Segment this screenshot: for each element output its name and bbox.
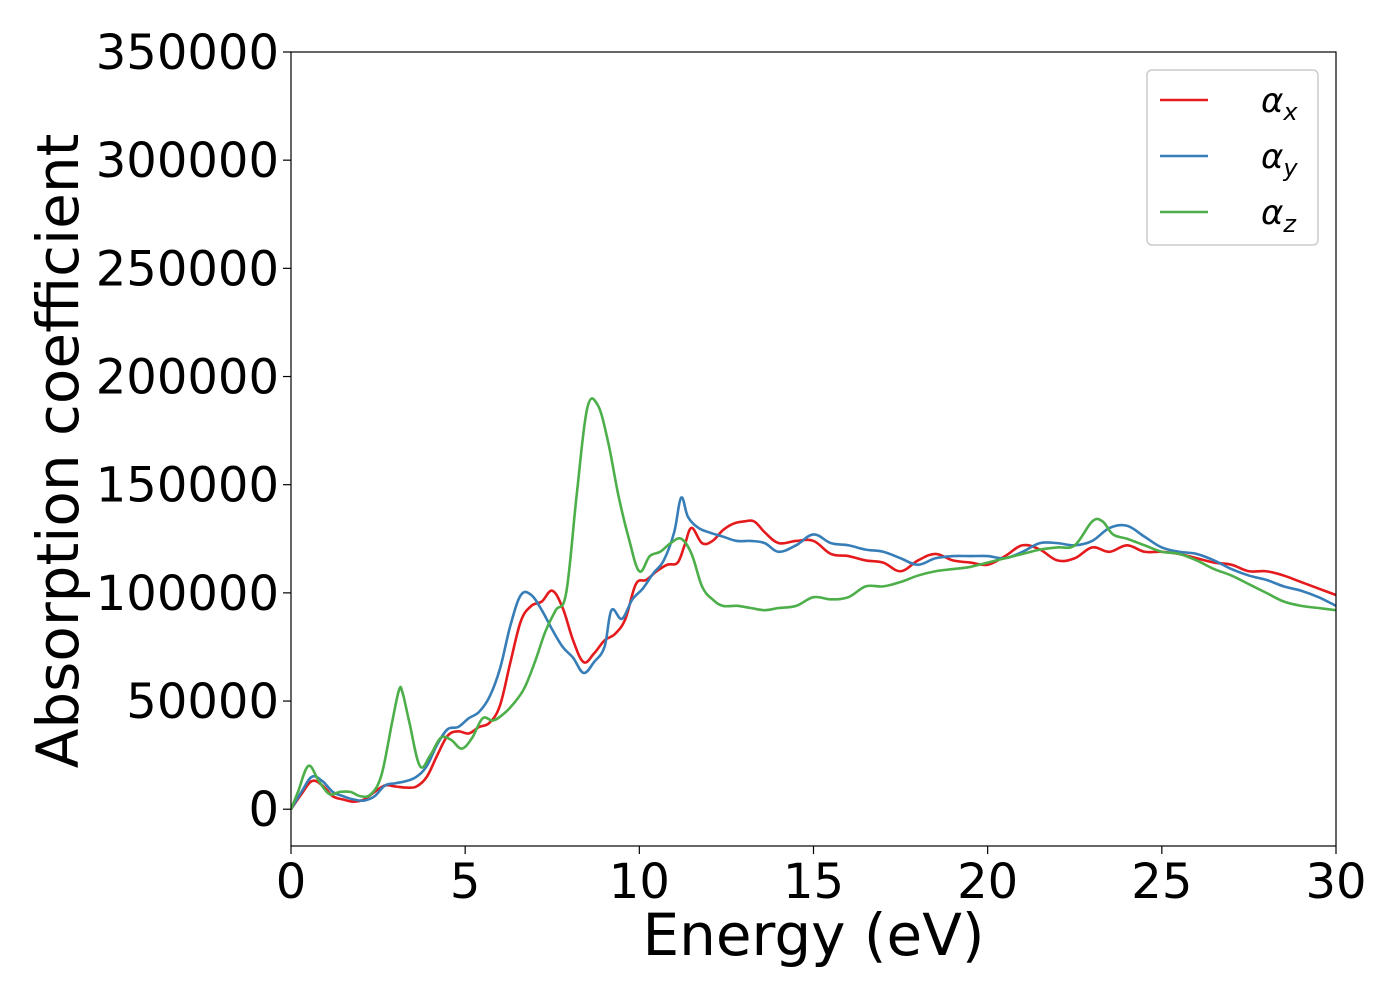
y-tick-label: 250000 xyxy=(96,241,279,297)
legend-box xyxy=(1146,69,1319,246)
legend-label-y: αy xyxy=(1261,137,1298,182)
legend-label-subscript: x xyxy=(1282,98,1298,126)
y-tick-label: 350000 xyxy=(96,25,279,81)
legend-label-symbol: α xyxy=(1261,193,1283,233)
series-layer xyxy=(291,397,1336,810)
x-tick-label: 5 xyxy=(450,854,481,910)
y-tick-label: 300000 xyxy=(96,133,279,189)
x-tick-label: 30 xyxy=(1305,854,1366,910)
legend-label-x: αx xyxy=(1261,81,1298,126)
legend-label-subscript: y xyxy=(1282,154,1298,182)
series-line-z xyxy=(291,397,1336,810)
y-tick-label: 150000 xyxy=(96,458,279,514)
x-tick-label: 15 xyxy=(783,854,844,910)
ticks-layer: 0 5 10 15 20 25 30 0 50000 100000 150000 200000 2500… xyxy=(96,25,1367,910)
x-axis-title: Energy (eV) xyxy=(642,901,984,969)
y-tick-label: 50000 xyxy=(126,674,279,730)
y-axis-title: Absorption coefficient xyxy=(24,134,92,769)
y-tick-label: 0 xyxy=(248,782,279,838)
x-tick-label: 20 xyxy=(957,854,1018,910)
x-tick-label: 0 xyxy=(276,854,307,910)
legend-label-symbol: α xyxy=(1261,137,1283,177)
x-tick-label: 25 xyxy=(1131,854,1192,910)
legend-label-z: αz xyxy=(1261,193,1297,238)
x-tick-label: 10 xyxy=(609,854,670,910)
series-line-y xyxy=(291,496,1336,810)
y-tick-label: 200000 xyxy=(96,350,279,406)
legend-label-symbol: α xyxy=(1261,81,1283,121)
y-tick-label: 100000 xyxy=(96,566,279,622)
series-line-x xyxy=(291,519,1336,810)
legend-label-subscript: z xyxy=(1282,210,1297,238)
